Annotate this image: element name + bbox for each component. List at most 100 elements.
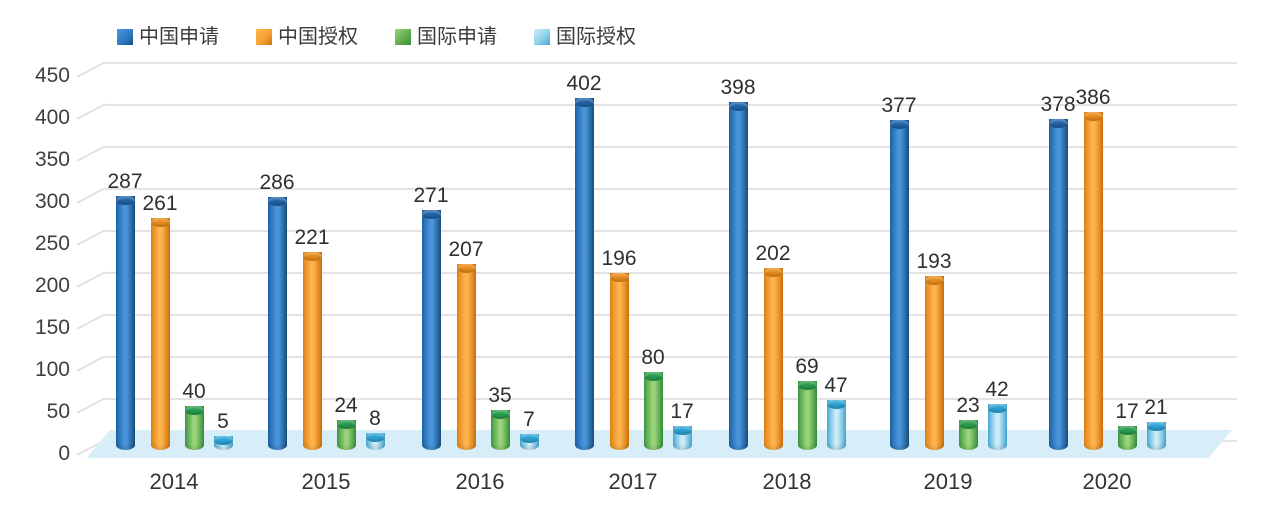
bar-value-label-intl-applications-2014: 40 <box>182 380 206 403</box>
gridline <box>105 104 1237 106</box>
bar-top-cap <box>213 435 233 445</box>
x-axis-label-2020: 2020 <box>1082 469 1132 494</box>
bar-top-cap <box>1048 118 1068 128</box>
gridline <box>105 230 1237 232</box>
bar-intl-applications-2020 <box>1117 425 1137 450</box>
bar-china-grants-2014 <box>150 218 170 450</box>
y-axis-label: 150 <box>34 316 70 339</box>
legend: 中国申请 中国授权 国际申请 国际授权 <box>117 27 636 47</box>
bar-china-applications-2016 <box>421 209 441 450</box>
bar-intl-grants-2015 <box>365 433 385 450</box>
bar-china-grants-2017 <box>609 273 629 450</box>
bar-intl-grants-2019 <box>987 404 1007 450</box>
legend-label-china-applications: 中国申请 <box>139 26 219 48</box>
bar-value-label-china-grants-2015: 221 <box>294 226 330 250</box>
bar-top-cap <box>987 404 1007 414</box>
x-axis-label-2019: 2019 <box>923 469 973 494</box>
y-axis-label: 450 <box>34 64 70 87</box>
bar-china-applications-2015 <box>267 196 287 450</box>
bar-value-label-intl-grants-2015: 8 <box>369 407 381 431</box>
gridline <box>105 272 1237 274</box>
y-axis-label: 50 <box>46 400 70 423</box>
bar-top-cap <box>365 433 385 443</box>
gridline <box>105 62 1237 64</box>
bar-china-grants-2020 <box>1083 111 1103 450</box>
x-axis-label-2014: 2014 <box>149 469 199 494</box>
bar-china-applications-2020 <box>1048 118 1068 450</box>
x-axis-label-2015: 2015 <box>301 469 351 494</box>
legend-item-intl-grants: 国际授权 <box>534 27 636 47</box>
bar-value-label-intl-grants-2019: 42 <box>985 378 1009 402</box>
bar-top-cap <box>924 275 944 285</box>
gridline <box>105 398 1237 400</box>
x-axis-label-2017: 2017 <box>608 469 658 494</box>
bar-top-cap <box>958 420 978 430</box>
bar-value-label-intl-applications-2018: 69 <box>795 355 819 379</box>
y-axis-label: 0 <box>58 442 70 465</box>
bar-value-label-china-applications-2015: 286 <box>259 170 295 194</box>
y-axis-label: 300 <box>34 190 70 213</box>
bar-intl-applications-2018 <box>797 381 817 450</box>
legend-swatch-intl-grants-icon <box>534 29 550 45</box>
bar-top-cap <box>336 419 356 429</box>
bar-top-cap <box>267 196 287 206</box>
bar-intl-applications-2014 <box>184 406 204 450</box>
gridline-tick <box>76 145 106 162</box>
gridline-tick <box>76 271 106 288</box>
bar-china-grants-2018 <box>763 268 783 450</box>
bar-top-cap <box>826 400 846 410</box>
bar-top-cap <box>302 252 322 262</box>
bar-top-cap <box>797 381 817 391</box>
bar-china-applications-2014 <box>115 196 135 450</box>
bar-value-label-china-grants-2016: 207 <box>448 238 484 262</box>
bar-china-grants-2016 <box>456 264 476 450</box>
bar-top-cap <box>421 209 441 219</box>
x-axis-label-2016: 2016 <box>455 469 505 494</box>
y-axis-label: 400 <box>34 106 70 129</box>
bar-china-applications-2019 <box>889 119 909 450</box>
legend-item-china-grants: 中国授权 <box>256 27 358 47</box>
bar-top-cap <box>150 218 170 228</box>
bar-top-cap <box>889 119 909 129</box>
legend-label-intl-applications: 国际申请 <box>417 26 497 48</box>
legend-swatch-intl-applications-icon <box>395 29 411 45</box>
bar-top-cap <box>574 98 594 108</box>
bar-top-cap <box>490 410 510 420</box>
gridline-tick <box>76 355 106 372</box>
bar-value-label-china-applications-2020: 378 <box>1040 92 1076 116</box>
bar-value-label-intl-grants-2014: 5 <box>217 409 229 433</box>
y-axis-label: 350 <box>34 148 70 171</box>
gridline-tick <box>76 397 106 414</box>
bar-top-cap <box>115 196 135 206</box>
gridline <box>105 188 1237 190</box>
x-axis-label-2018: 2018 <box>762 469 812 494</box>
bar-value-label-china-grants-2019: 193 <box>916 249 952 273</box>
bar-top-cap <box>643 372 663 381</box>
bar-china-grants-2019 <box>924 275 944 450</box>
y-axis-label: 250 <box>34 232 70 255</box>
bar-value-label-china-applications-2019: 377 <box>881 93 917 117</box>
bar-top-cap <box>672 425 692 435</box>
bar-top-cap <box>609 273 629 283</box>
bar-intl-applications-2019 <box>958 420 978 450</box>
legend-label-china-grants: 中国授权 <box>278 26 358 48</box>
bar-intl-grants-2020 <box>1146 422 1166 450</box>
legend-item-intl-applications: 国际申请 <box>395 27 497 47</box>
bar-intl-applications-2017 <box>643 372 663 450</box>
bar-china-applications-2017 <box>574 98 594 450</box>
bar-value-label-china-grants-2014: 261 <box>142 192 178 216</box>
bar-intl-grants-2018 <box>826 400 846 450</box>
bar-value-label-intl-applications-2020: 17 <box>1115 399 1139 423</box>
bar-top-cap <box>1146 422 1166 432</box>
bar-value-label-china-grants-2020: 386 <box>1075 85 1111 109</box>
gridline-tick <box>76 313 106 330</box>
bar-top-cap <box>456 264 476 274</box>
bar-value-label-intl-grants-2016: 7 <box>523 408 535 432</box>
gridline-tick <box>76 103 106 120</box>
bar-value-label-china-applications-2014: 287 <box>107 170 143 194</box>
bar-value-label-china-grants-2017: 196 <box>601 247 637 271</box>
bar-intl-grants-2016 <box>519 434 539 450</box>
bar-value-label-intl-applications-2015: 24 <box>334 393 358 417</box>
bar-intl-applications-2015 <box>336 419 356 450</box>
